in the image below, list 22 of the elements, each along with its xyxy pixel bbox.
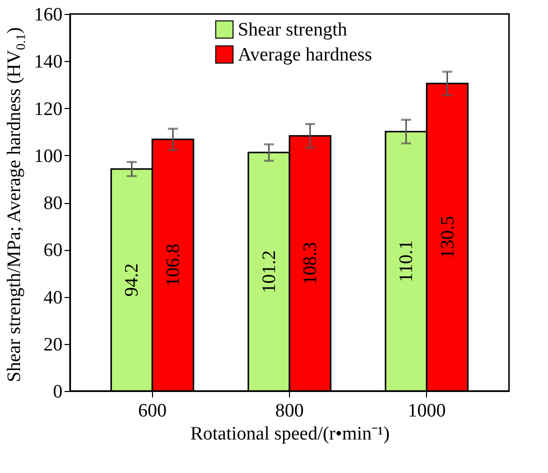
y-tick-label: 80 <box>44 193 62 214</box>
y-tick-label: 60 <box>44 240 62 262</box>
x-tick-label: 600 <box>138 400 167 422</box>
y-tick-label: 140 <box>34 52 62 73</box>
y-tick-label: 160 <box>34 4 62 26</box>
y-tick-label: 40 <box>44 287 62 308</box>
legend-label: Shear strength <box>238 20 348 40</box>
y-tick-label: 20 <box>44 334 62 356</box>
data-label: 101.2 <box>258 250 280 294</box>
data-label: 108.3 <box>300 242 322 285</box>
y-tick-label: 0 <box>53 382 62 402</box>
y-axis-title: Shear strength/MPa; Average hardness (HV0.1) <box>4 27 28 382</box>
data-label: 110.1 <box>396 240 418 282</box>
x-axis-title: Rotational speed/(r•min⁻¹) <box>190 424 390 444</box>
data-label: 106.8 <box>162 244 184 287</box>
x-tick-label: 800 <box>275 400 304 422</box>
legend-label: Average hardness <box>238 44 372 66</box>
data-label: 94.2 <box>122 263 143 297</box>
x-tick-label: 1000 <box>408 400 446 422</box>
data-label: 130.5 <box>437 216 458 259</box>
y-tick-label: 120 <box>34 98 62 120</box>
y-tick-label: 100 <box>34 146 62 167</box>
